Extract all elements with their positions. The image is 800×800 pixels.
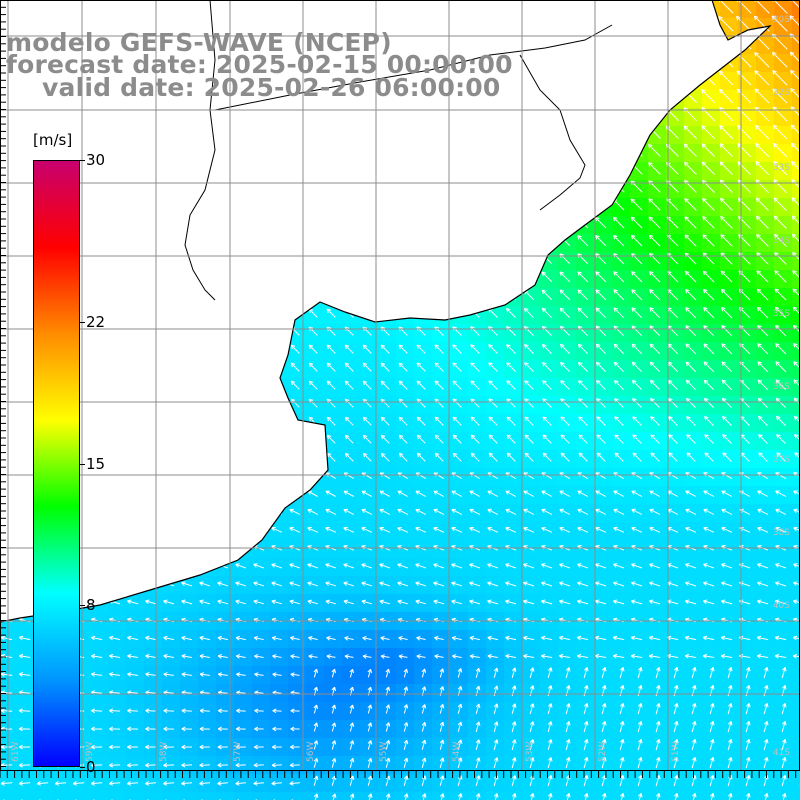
field-cell [0,792,19,800]
field-cell [792,522,800,541]
field-cell [792,378,800,397]
latitude-label: 41S [773,748,790,758]
field-cell [198,792,217,800]
field-cell [180,792,199,800]
latitude-label: 32S [773,88,790,98]
field-cell [792,162,800,181]
latitude-label: 33S [773,163,790,173]
field-cell [234,792,253,800]
field-cell [270,792,289,800]
colorbar-tick-mark [80,160,85,161]
field-cell [792,36,800,55]
field-cell [792,738,800,757]
colorbar-tick-mark [80,605,85,607]
field-cell [792,234,800,253]
field-cell [792,72,800,91]
field-cell [792,324,800,343]
latitude-label: 38S [773,528,790,538]
latitude-label: 30S [773,15,790,25]
colorbar-tick-mark [80,321,85,323]
latitude-label: 37S [773,455,790,465]
field-cell [792,108,800,127]
field-cell [792,648,800,667]
colorbar-tick-label: 8 [86,596,96,615]
longitude-label: 55W [379,742,389,762]
field-cell [54,792,73,800]
field-cell [252,792,271,800]
colorbar-tick-label: 0 [86,758,96,776]
field-cell [792,540,800,559]
field-cell [792,54,800,73]
field-cell [288,792,307,800]
field-cell [144,792,163,800]
field-cell [792,468,800,487]
field-cell [792,198,800,217]
colorbar-tick-label: 22 [86,312,106,331]
field-cell [792,0,800,19]
field-cell [90,792,109,800]
longitude-label: 52W [598,742,608,762]
field-cell [792,414,800,433]
field-cell [792,396,800,415]
field-cell [792,306,800,325]
field-cell [36,792,55,800]
latitude-label: 34S [773,236,790,246]
valid-date: valid date: 2025-02-26 06:00:00 [42,73,501,102]
field-cell [792,288,800,307]
latitude-label: 35S [773,309,790,319]
field-cell [792,720,800,739]
colorbar-tick-label: 15 [86,454,106,473]
latitude-label: 40S [773,601,790,611]
field-cell [792,486,800,505]
longitude-label: 58W [159,742,169,762]
field-cell [792,342,800,361]
field-cell [792,90,800,109]
field-cell [792,684,800,703]
field-cell [792,666,800,685]
field-cell [792,702,800,721]
field-cell [216,792,235,800]
colorbar-tick-mark [80,463,85,465]
field-cell [108,792,127,800]
field-cell [792,792,800,800]
field-cell [18,792,37,800]
longitude-label: 51W [671,742,681,762]
field-cell [792,126,800,145]
longitude-label: 56W [306,742,316,762]
colorbar-tick-label: 30 [86,151,106,169]
field-cell [792,360,800,379]
field-cell [792,216,800,235]
field-cell [126,792,145,800]
field-cell [792,450,800,469]
longitude-label: 54W [452,742,462,762]
field-cell [162,792,181,800]
latitude-label: 36S [773,382,790,392]
field-cell [792,18,800,37]
field-cell [72,792,91,800]
longitude-label: 61W [11,742,21,762]
longitude-label: 53W [525,742,535,762]
colorbar-tick-mark [80,767,85,768]
field-cell [792,504,800,523]
legend-unit: [m/s] [33,131,73,149]
field-cell [792,270,800,289]
colorbar [33,160,80,767]
field-cell [792,252,800,271]
field-cell [792,432,800,451]
longitude-label: 57W [233,742,243,762]
field-cell [792,144,800,163]
field-cell [792,180,800,199]
